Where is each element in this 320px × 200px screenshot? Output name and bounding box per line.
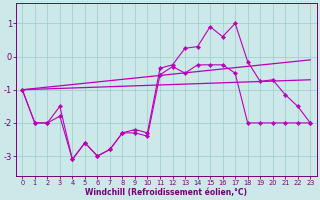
X-axis label: Windchill (Refroidissement éolien,°C): Windchill (Refroidissement éolien,°C) [85,188,247,197]
